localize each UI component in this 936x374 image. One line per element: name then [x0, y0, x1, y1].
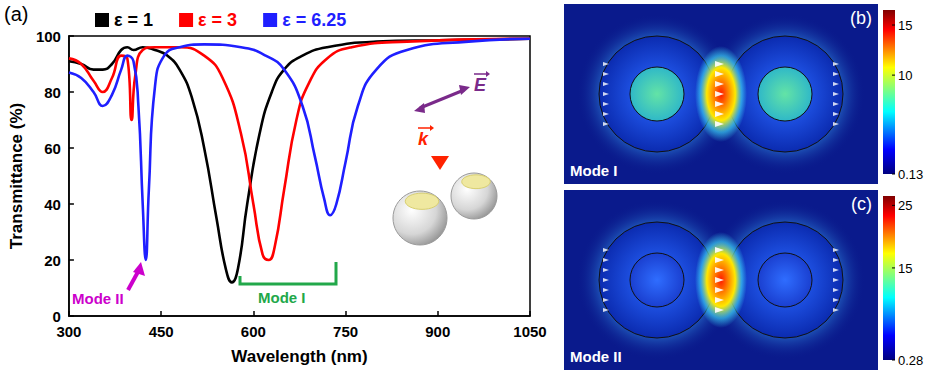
- svg-text:15: 15: [898, 261, 912, 276]
- svg-text:15: 15: [898, 18, 912, 33]
- svg-text:Wavelength (nm): Wavelength (nm): [231, 347, 367, 366]
- svg-text:ε = 3: ε = 3: [198, 10, 237, 30]
- svg-text:Transmittance (%): Transmittance (%): [7, 103, 26, 249]
- svg-text:10: 10: [898, 68, 912, 83]
- svg-text:Mode II: Mode II: [570, 348, 622, 365]
- svg-text:0.28: 0.28: [898, 353, 923, 368]
- svg-text:E: E: [474, 75, 487, 95]
- svg-text:ε = 1: ε = 1: [114, 10, 153, 30]
- svg-text:80: 80: [44, 84, 61, 101]
- svg-text:25: 25: [898, 198, 912, 213]
- svg-text:ε = 6.25: ε = 6.25: [282, 10, 346, 30]
- svg-text:Mode I: Mode I: [570, 162, 618, 179]
- svg-text:(b): (b): [850, 8, 872, 28]
- svg-text:750: 750: [333, 323, 358, 340]
- svg-text:60: 60: [44, 140, 61, 157]
- svg-text:Mode II: Mode II: [72, 290, 124, 307]
- svg-text:Mode I: Mode I: [258, 289, 306, 306]
- svg-text:(a): (a): [4, 3, 28, 25]
- svg-text:900: 900: [425, 323, 450, 340]
- svg-text:0.13: 0.13: [898, 167, 923, 182]
- svg-text:k: k: [418, 129, 429, 149]
- svg-text:450: 450: [149, 323, 174, 340]
- svg-text:0: 0: [53, 308, 61, 325]
- svg-text:20: 20: [44, 252, 61, 269]
- svg-text:300: 300: [56, 323, 81, 340]
- svg-text:40: 40: [44, 196, 61, 213]
- svg-text:100: 100: [36, 28, 61, 45]
- svg-text:1050: 1050: [513, 323, 546, 340]
- svg-text:(c): (c): [851, 194, 872, 214]
- svg-text:600: 600: [241, 323, 266, 340]
